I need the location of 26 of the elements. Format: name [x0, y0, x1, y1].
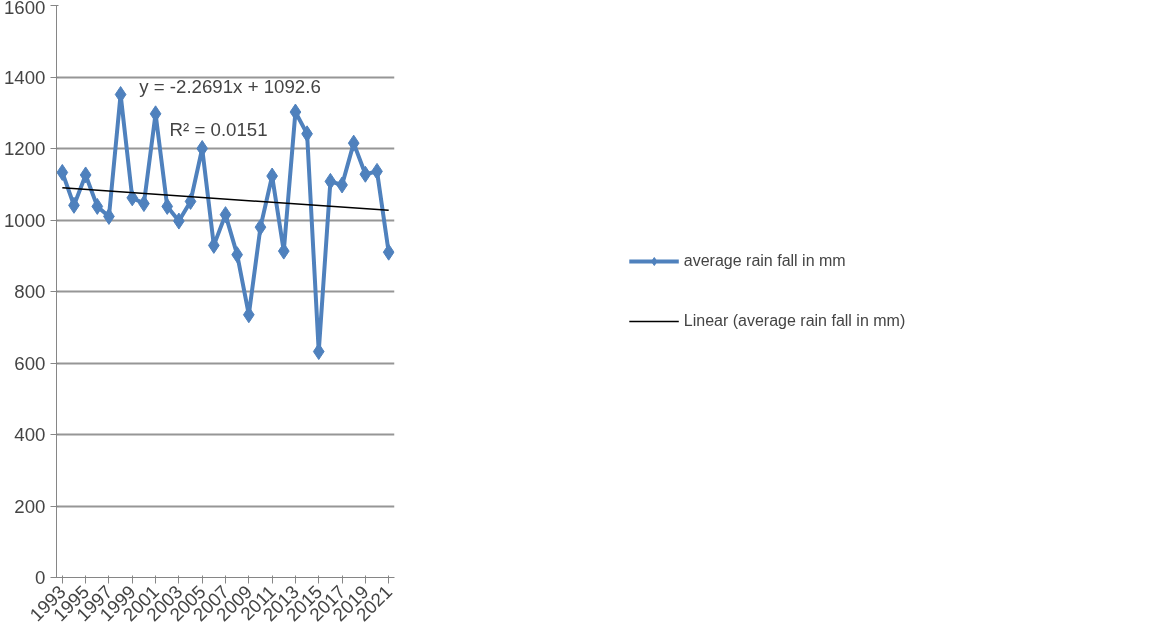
y-tick-label: 800 — [14, 281, 46, 302]
y-tick-label: 400 — [14, 424, 46, 445]
legend-label: average rain fall in mm — [683, 252, 846, 270]
annotation: y = -2.2691x + 1092.6 — [139, 75, 321, 97]
y-tick-label: 1000 — [4, 209, 46, 231]
y-tick-label: 1600 — [4, 0, 46, 18]
point — [347, 134, 360, 152]
point — [126, 189, 139, 207]
point — [79, 166, 92, 184]
point — [324, 172, 337, 190]
point — [184, 192, 197, 210]
point — [161, 197, 174, 215]
y-tick-label: 1200 — [4, 138, 46, 159]
point — [382, 243, 395, 261]
y-tick-label: 600 — [14, 352, 46, 374]
legend-label: Linear (average rain fall in mm) — [683, 312, 906, 330]
point — [254, 218, 267, 236]
annotation: R² = 0.0151 — [169, 118, 268, 140]
y-tick-label: 1400 — [4, 66, 46, 88]
point — [219, 206, 232, 224]
y-tick-label: 0 — [35, 567, 46, 588]
point — [289, 103, 302, 121]
point — [359, 165, 372, 183]
y-tick-label: 200 — [14, 495, 46, 517]
point — [91, 197, 104, 215]
point — [56, 163, 69, 181]
